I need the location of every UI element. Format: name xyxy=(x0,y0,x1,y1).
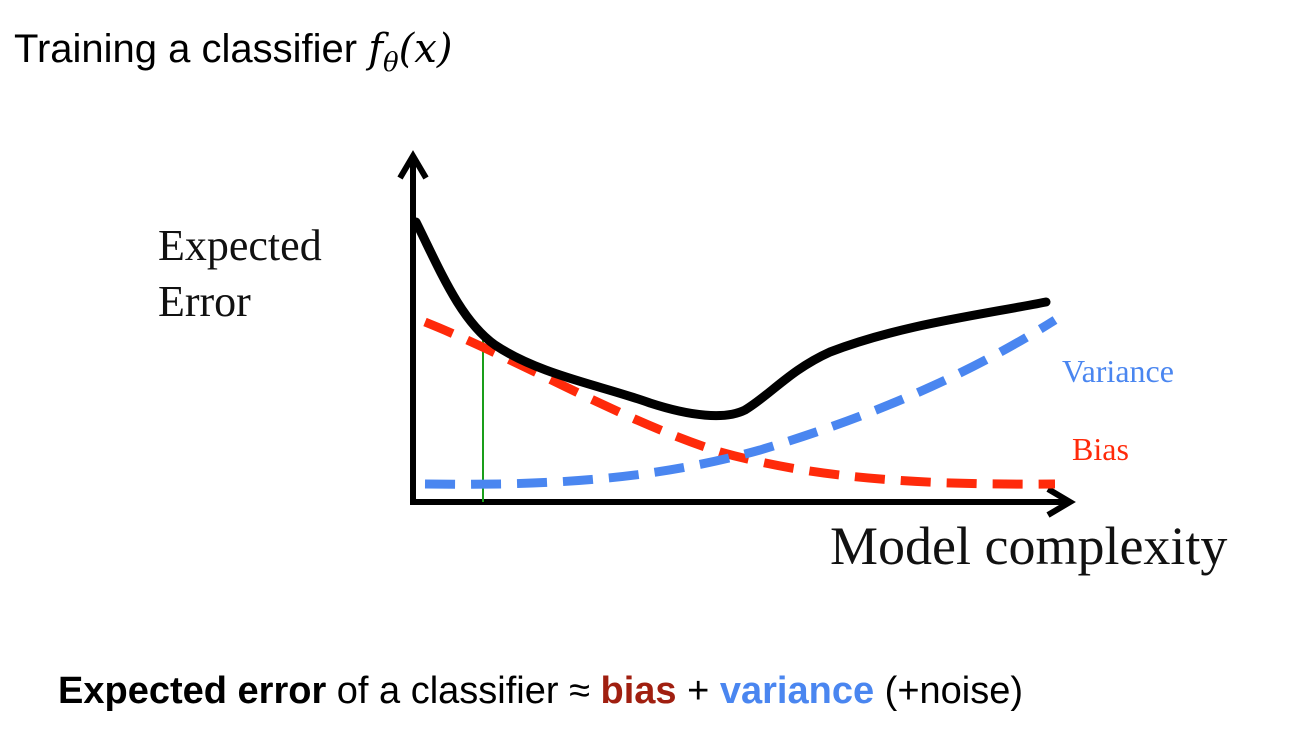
caption: Expected error of a classifier ≈ bias + … xyxy=(58,670,1023,713)
bias-label: Bias xyxy=(1072,431,1129,467)
caption-tail: (+noise) xyxy=(874,670,1024,712)
variance-label: Variance xyxy=(1062,353,1174,389)
caption-bias: bias xyxy=(600,670,677,712)
caption-mid: of a classifier ≈ xyxy=(326,670,601,712)
x-axis-arrowhead xyxy=(1046,486,1076,518)
y-axis-arrowhead xyxy=(397,150,429,180)
slide-title: Training a classifier fθ(x) xyxy=(14,26,452,78)
bias-curve xyxy=(423,317,1056,489)
caption-plus: + xyxy=(676,670,720,712)
y-axis-label-line2: Error xyxy=(158,277,251,326)
y-axis-label-line1: Expected xyxy=(158,221,322,270)
title-text: Training a classifier xyxy=(14,27,369,71)
caption-strong: Expected error xyxy=(58,670,327,712)
total-error-curve xyxy=(411,217,1051,421)
variance-curve xyxy=(424,316,1058,489)
caption-variance: variance xyxy=(719,670,875,712)
title-math: fθ(x) xyxy=(368,26,453,78)
x-axis-label: Model complexity xyxy=(830,516,1227,576)
